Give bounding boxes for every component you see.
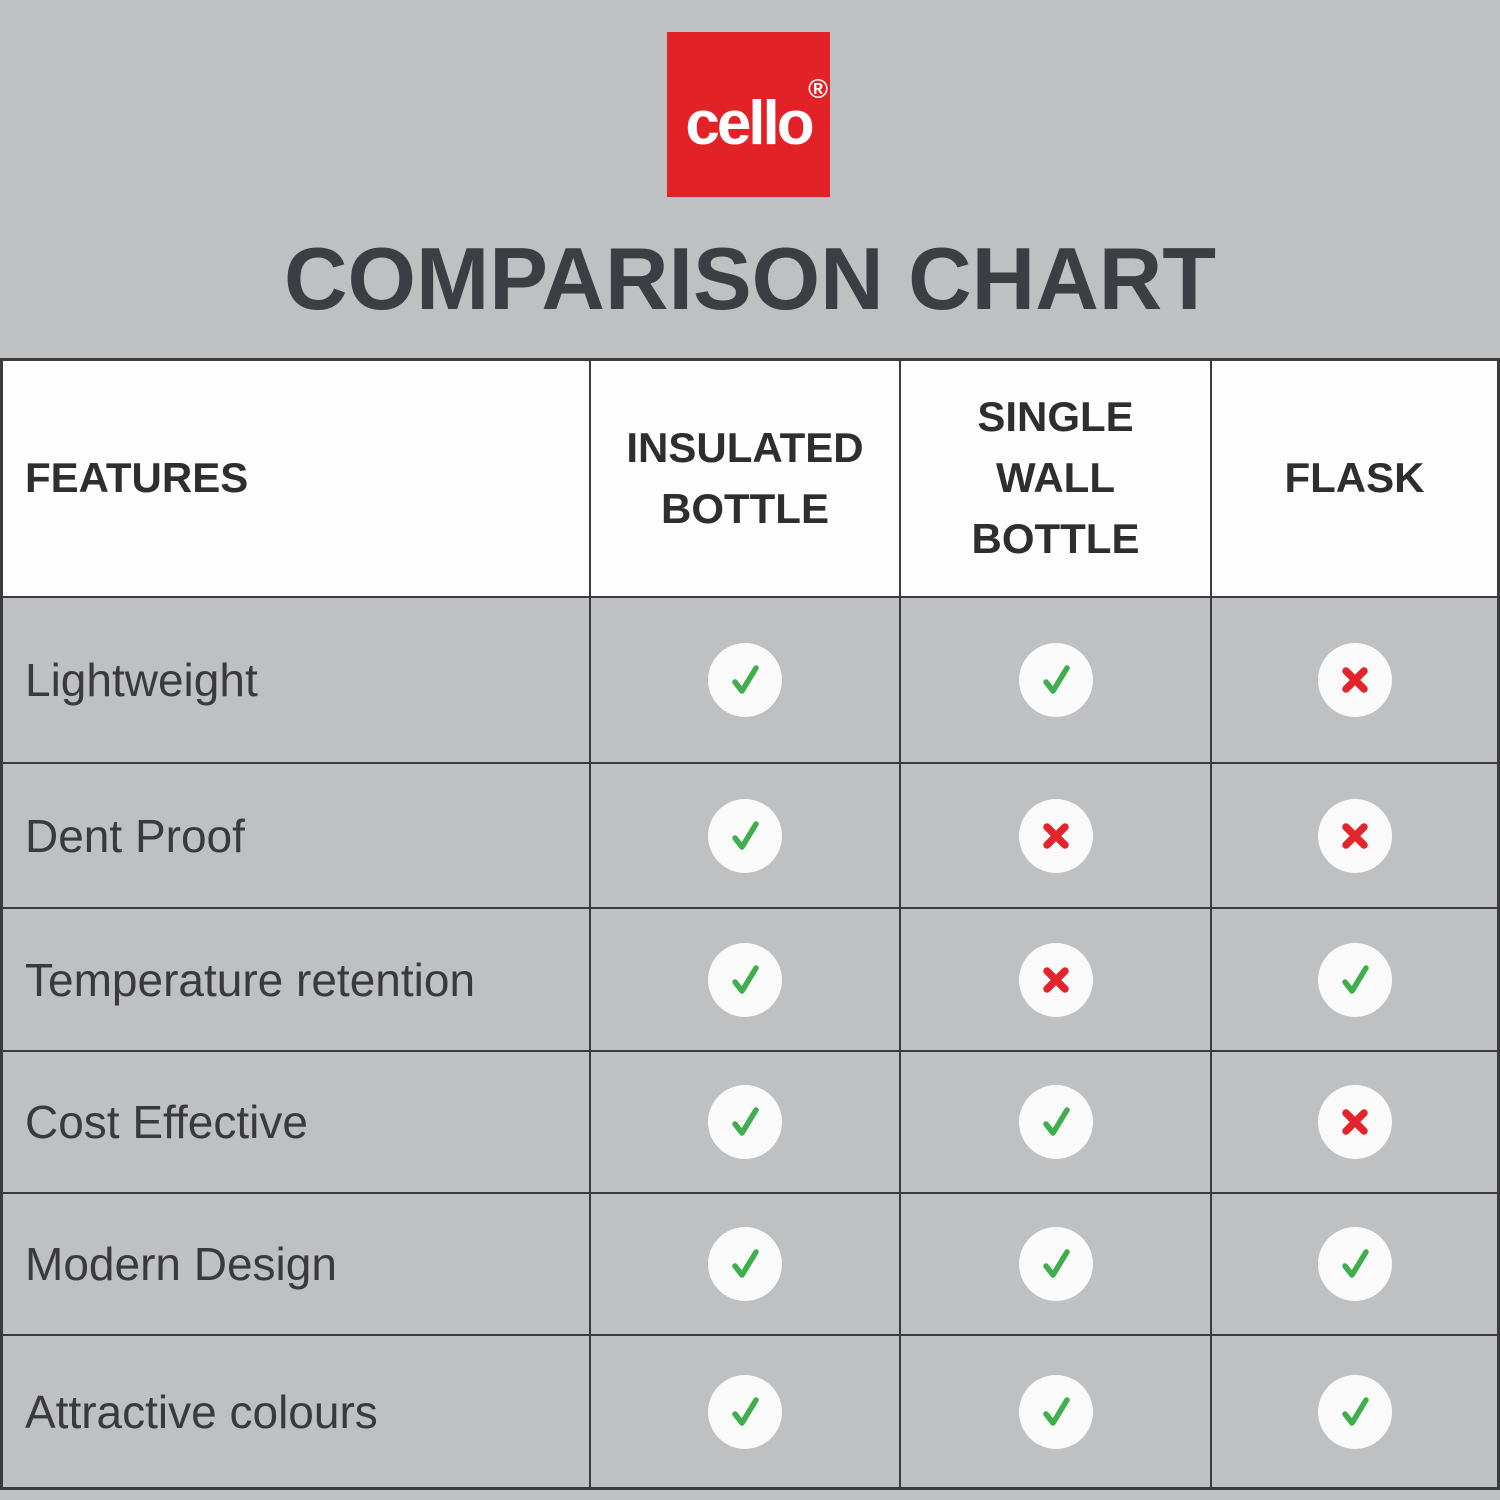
- value-cell-modern-design-single-wall-bottle: [901, 1194, 1212, 1336]
- value-cell-attractive-colours-flask: [1212, 1336, 1497, 1487]
- column-header-flask: FLASK: [1212, 361, 1497, 598]
- cross-icon: [1042, 966, 1069, 993]
- value-cell-dent-proof-flask: [1212, 764, 1497, 909]
- value-cell-modern-design-flask: [1212, 1194, 1497, 1336]
- check-icon: [732, 665, 759, 694]
- check-icon: [1042, 665, 1070, 694]
- yes-badge: [708, 1227, 782, 1301]
- no-badge: [1018, 798, 1093, 873]
- cross-icon: [1341, 667, 1368, 693]
- check-icon: [1341, 964, 1369, 994]
- yes-badge: [1317, 1374, 1392, 1449]
- value-cell-cost-effective-single-wall-bottle: [901, 1052, 1212, 1194]
- yes-badge: [1018, 643, 1093, 717]
- value-cell-modern-design-insulated-bottle: [591, 1194, 901, 1336]
- cross-icon: [1341, 1109, 1368, 1135]
- column-header-features: FEATURES: [3, 361, 591, 598]
- yes-badge: [1018, 1374, 1093, 1449]
- yes-badge: [708, 798, 782, 873]
- yes-badge: [1317, 1227, 1392, 1301]
- check-icon: [732, 1249, 759, 1278]
- value-cell-cost-effective-insulated-bottle: [591, 1052, 901, 1194]
- check-icon: [732, 820, 759, 850]
- value-cell-temperature-retention-single-wall-bottle: [901, 909, 1212, 1052]
- check-icon: [1042, 1107, 1070, 1136]
- value-cell-lightweight-insulated-bottle: [591, 598, 901, 764]
- value-cell-attractive-colours-single-wall-bottle: [901, 1336, 1212, 1487]
- value-cell-cost-effective-flask: [1212, 1052, 1497, 1194]
- value-cell-dent-proof-insulated-bottle: [591, 764, 901, 909]
- yes-badge: [708, 942, 782, 1017]
- yes-badge: [1018, 1085, 1093, 1159]
- feature-label-cost-effective: Cost Effective: [3, 1052, 591, 1194]
- check-icon: [732, 964, 759, 994]
- feature-label-dent-proof: Dent Proof: [3, 764, 591, 909]
- feature-label-lightweight: Lightweight: [3, 598, 591, 764]
- value-cell-lightweight-single-wall-bottle: [901, 598, 1212, 764]
- cross-icon: [1341, 822, 1368, 849]
- check-icon: [1341, 1249, 1369, 1278]
- yes-badge: [1317, 942, 1392, 1017]
- value-cell-temperature-retention-flask: [1212, 909, 1497, 1052]
- check-icon: [1341, 1396, 1369, 1426]
- no-badge: [1317, 798, 1392, 873]
- registered-trademark-icon: ®: [808, 74, 828, 104]
- value-cell-lightweight-flask: [1212, 598, 1497, 764]
- check-icon: [1042, 1249, 1070, 1278]
- no-badge: [1018, 942, 1093, 1017]
- yes-badge: [708, 1374, 782, 1449]
- check-icon: [732, 1107, 759, 1136]
- feature-label-temperature-retention: Temperature retention: [3, 909, 591, 1052]
- yes-badge: [708, 1085, 782, 1159]
- column-header-single-wall-bottle: SINGLE WALL BOTTLE: [901, 361, 1212, 598]
- cross-icon: [1042, 822, 1069, 849]
- brand-logo: cello ®: [667, 32, 830, 197]
- yes-badge: [1018, 1227, 1093, 1301]
- column-header-insulated-bottle: INSULATED BOTTLE: [591, 361, 901, 598]
- yes-badge: [708, 643, 782, 717]
- value-cell-attractive-colours-insulated-bottle: [591, 1336, 901, 1487]
- no-badge: [1317, 643, 1392, 717]
- page-title: COMPARISON CHART: [283, 229, 1217, 328]
- no-badge: [1317, 1085, 1392, 1159]
- feature-label-attractive-colours: Attractive colours: [3, 1336, 591, 1487]
- check-icon: [732, 1396, 759, 1426]
- brand-logo-text: cello: [685, 88, 814, 158]
- value-cell-dent-proof-single-wall-bottle: [901, 764, 1212, 909]
- comparison-table: FEATURES INSULATED BOTTLE SINGLE WALL BOTT…: [0, 358, 1500, 1490]
- value-cell-temperature-retention-insulated-bottle: [591, 909, 901, 1052]
- check-icon: [1042, 1396, 1070, 1426]
- feature-label-modern-design: Modern Design: [3, 1194, 591, 1336]
